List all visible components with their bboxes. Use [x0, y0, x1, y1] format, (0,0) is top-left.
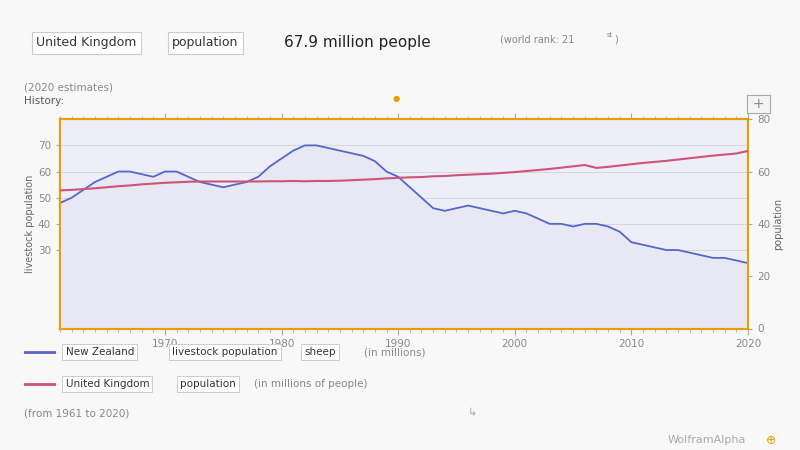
Text: (2020 estimates): (2020 estimates)	[24, 83, 113, 93]
Text: sheep: sheep	[304, 347, 335, 357]
Text: population: population	[180, 379, 236, 389]
Text: 67.9 million people: 67.9 million people	[284, 35, 430, 50]
Text: livestock population: livestock population	[172, 347, 278, 357]
Text: United Kingdom: United Kingdom	[36, 36, 136, 49]
Text: ⊕: ⊕	[766, 434, 776, 446]
Text: population: population	[172, 36, 238, 49]
Text: (from 1961 to 2020): (from 1961 to 2020)	[24, 408, 130, 418]
Text: ●: ●	[392, 94, 400, 103]
Text: New Zealand: New Zealand	[66, 347, 134, 357]
Text: +: +	[753, 97, 764, 111]
Text: ): )	[614, 35, 618, 45]
Text: (world rank: 21: (world rank: 21	[500, 35, 574, 45]
Text: United Kingdom: United Kingdom	[66, 379, 150, 389]
Text: (in millions): (in millions)	[364, 347, 426, 357]
Y-axis label: population: population	[773, 198, 783, 250]
Text: WolframAlpha: WolframAlpha	[668, 435, 746, 445]
Text: ↳: ↳	[468, 408, 478, 418]
Text: (in millions of people): (in millions of people)	[254, 379, 368, 389]
Text: History:: History:	[24, 96, 64, 106]
Y-axis label: livestock population: livestock population	[25, 175, 35, 273]
Text: st: st	[606, 32, 613, 38]
